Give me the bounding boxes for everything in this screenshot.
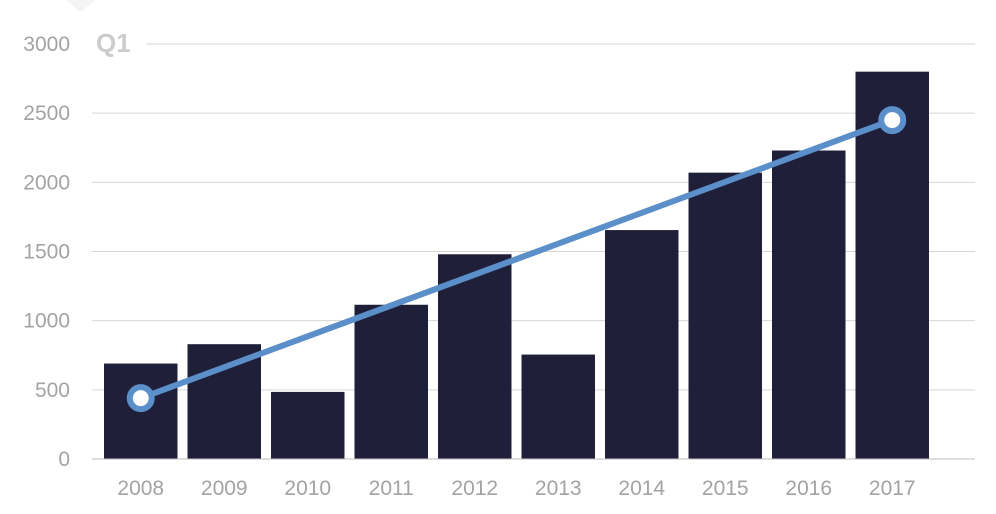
- x-tick-label: 2013: [535, 477, 582, 500]
- x-tick-label: 2010: [284, 477, 331, 500]
- bar: [354, 304, 428, 459]
- corner-decoration: [66, 0, 96, 12]
- x-tick-label: 2014: [618, 477, 665, 500]
- trendline-group: [126, 106, 907, 413]
- trendline: [137, 117, 896, 402]
- q1-annotation: Q1: [96, 28, 131, 58]
- bar: [688, 172, 762, 459]
- bar: [772, 150, 846, 459]
- y-tick-label: 500: [35, 379, 70, 402]
- x-tick-label: 2012: [451, 477, 498, 500]
- bar: [271, 391, 345, 459]
- y-tick-label: 1500: [23, 241, 70, 264]
- trendline-end-marker: [878, 106, 907, 135]
- trendline-start-marker: [126, 384, 155, 413]
- y-tick-label: 0: [58, 448, 70, 471]
- bar: [438, 254, 512, 459]
- bar: [855, 71, 929, 460]
- y-tick-label: 2000: [23, 171, 70, 194]
- bar: [187, 344, 261, 459]
- x-tick-label: 2009: [201, 477, 248, 500]
- x-axis-ticks: 2008 2009 2010 2011 2012 2013 2014 2015 2016 2017: [117, 477, 915, 500]
- y-tick-label: 3000: [23, 33, 70, 56]
- y-tick-label: 1000: [23, 310, 70, 333]
- y-tick-label: 2500: [23, 102, 70, 125]
- x-tick-label: 2008: [117, 477, 164, 500]
- bars: [104, 71, 929, 460]
- y-axis-ticks: 0 500 1000 1500 2000 2500 3000: [23, 33, 70, 471]
- x-tick-label: 2011: [369, 477, 414, 500]
- bar: [521, 354, 595, 459]
- bar: [605, 230, 679, 459]
- x-tick-label: 2015: [702, 477, 749, 500]
- x-tick-label: 2016: [785, 477, 832, 500]
- x-tick-label: 2017: [869, 477, 916, 500]
